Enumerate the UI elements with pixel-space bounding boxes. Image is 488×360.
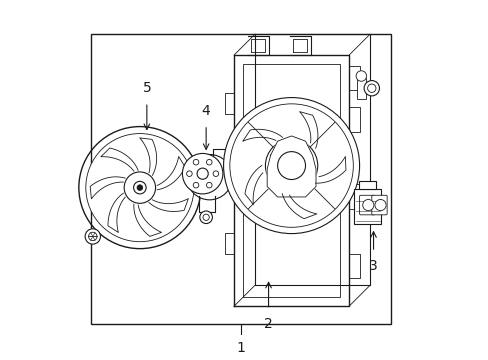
Circle shape <box>265 139 317 192</box>
Bar <box>91 34 390 324</box>
Circle shape <box>133 181 146 194</box>
Polygon shape <box>244 166 262 204</box>
Circle shape <box>374 199 386 211</box>
Polygon shape <box>149 199 188 211</box>
Polygon shape <box>266 136 315 197</box>
Polygon shape <box>282 194 316 219</box>
Circle shape <box>137 185 142 190</box>
Bar <box>356 78 365 99</box>
Circle shape <box>213 171 218 176</box>
Circle shape <box>362 199 373 211</box>
Polygon shape <box>140 138 156 175</box>
Text: 5: 5 <box>142 81 151 95</box>
Polygon shape <box>242 129 282 141</box>
FancyBboxPatch shape <box>371 195 386 215</box>
Circle shape <box>367 84 375 93</box>
Polygon shape <box>315 157 345 183</box>
Circle shape <box>200 211 212 224</box>
Polygon shape <box>108 193 125 233</box>
Circle shape <box>203 214 209 220</box>
Polygon shape <box>134 204 161 237</box>
Text: 1: 1 <box>236 341 245 355</box>
FancyBboxPatch shape <box>359 195 374 215</box>
Text: 4: 4 <box>202 104 210 118</box>
Text: 2: 2 <box>264 317 272 331</box>
Circle shape <box>182 153 223 194</box>
Circle shape <box>206 183 212 188</box>
Circle shape <box>364 81 379 96</box>
Bar <box>358 181 376 189</box>
Bar <box>242 64 340 297</box>
Circle shape <box>193 159 199 165</box>
Bar <box>354 189 380 224</box>
Circle shape <box>85 229 100 244</box>
Circle shape <box>197 168 208 179</box>
Polygon shape <box>90 177 125 199</box>
Circle shape <box>206 159 212 165</box>
Circle shape <box>186 154 232 200</box>
Circle shape <box>85 134 194 242</box>
Circle shape <box>277 152 305 180</box>
Circle shape <box>124 172 155 203</box>
Polygon shape <box>101 148 138 171</box>
Circle shape <box>223 98 359 234</box>
Text: 3: 3 <box>368 259 377 273</box>
Polygon shape <box>299 112 317 148</box>
Polygon shape <box>157 157 185 190</box>
Circle shape <box>186 171 192 176</box>
Circle shape <box>88 232 97 240</box>
Circle shape <box>193 183 199 188</box>
Circle shape <box>355 71 366 81</box>
